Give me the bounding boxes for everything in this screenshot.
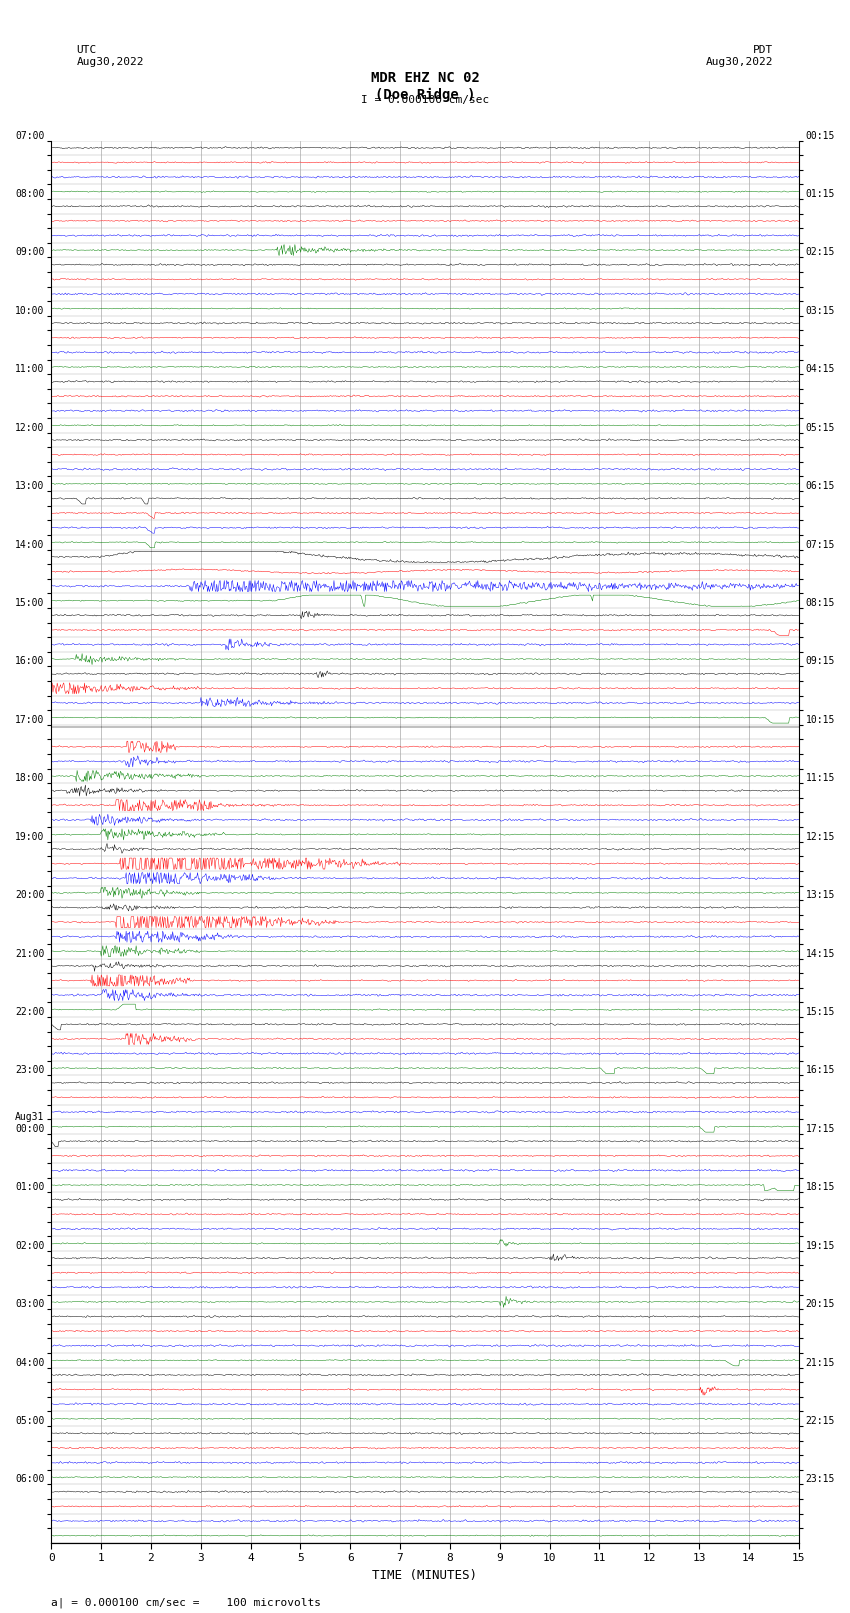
X-axis label: TIME (MINUTES): TIME (MINUTES) xyxy=(372,1569,478,1582)
Text: I = 0.000100 cm/sec: I = 0.000100 cm/sec xyxy=(361,95,489,105)
Text: a| = 0.000100 cm/sec =    100 microvolts: a| = 0.000100 cm/sec = 100 microvolts xyxy=(51,1597,321,1608)
Text: PDT
Aug30,2022: PDT Aug30,2022 xyxy=(706,45,774,66)
Title: MDR EHZ NC 02
(Doe Ridge ): MDR EHZ NC 02 (Doe Ridge ) xyxy=(371,71,479,102)
Text: UTC
Aug30,2022: UTC Aug30,2022 xyxy=(76,45,144,66)
